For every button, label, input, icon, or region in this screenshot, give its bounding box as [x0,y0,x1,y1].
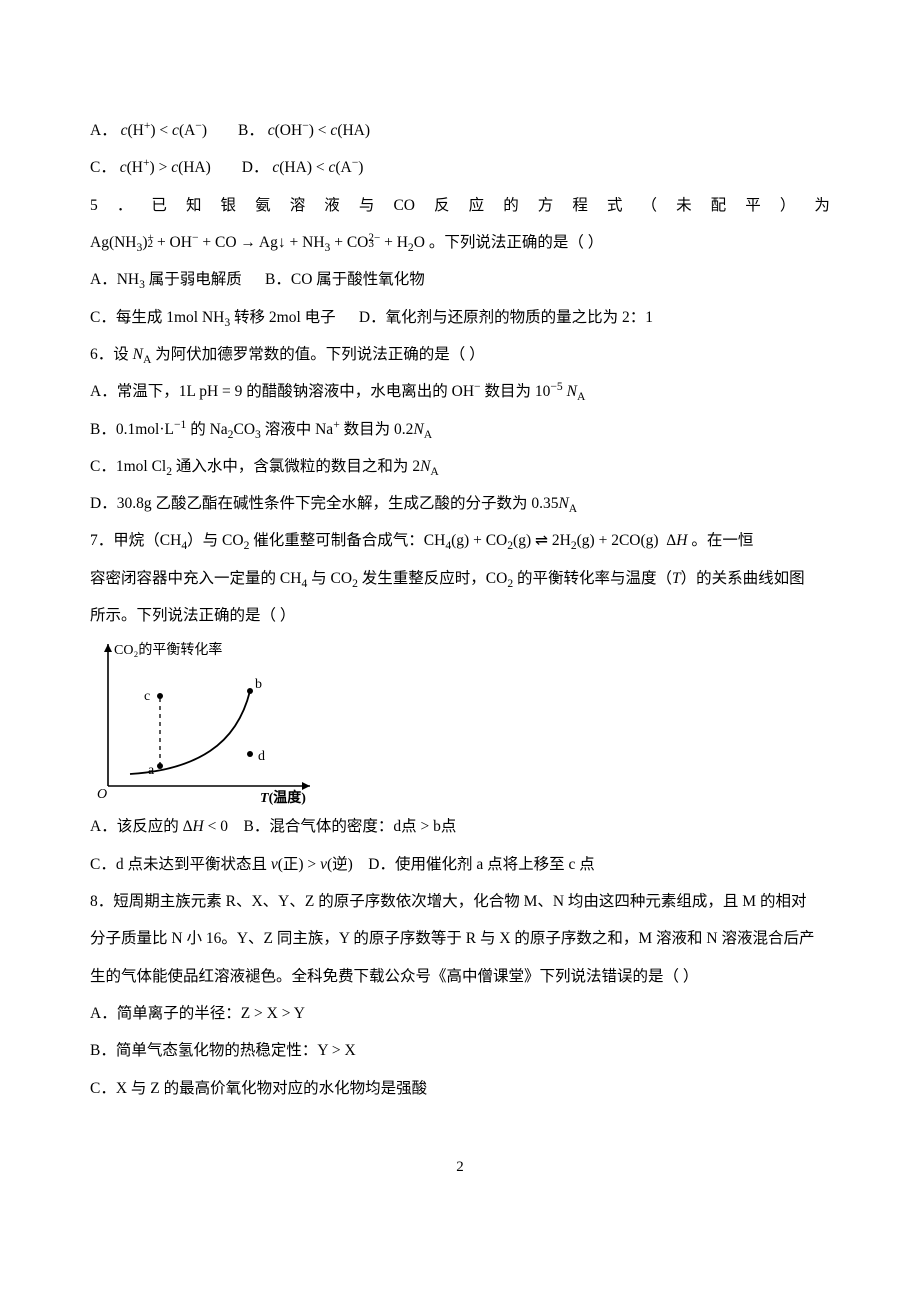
q5-row-AB: A．NH3 属于弱电解质 B．CO 属于酸性氧化物 [90,263,830,296]
q4-B-label: B． [238,122,264,139]
q7-graph: CO₂的平衡转化率 O T(温度) a b c d [90,636,830,806]
q8-C: C．X 与 Z 的最高价氧化物对应的水化物均是强酸 [90,1072,830,1105]
graph-origin: O [97,787,107,802]
q7-row-AB: A．该反应的 ΔH < 0 B．混合气体的密度：d点 > b点 [90,810,830,843]
q4-A-expr: c(H+) < c(A−) [121,122,207,139]
q4-D-expr: c(HA) < c(A−) [272,159,363,176]
q5-D: D．氧化剂与还原剂的物质的量之比为 2：1 [359,309,653,326]
graph-pt-a: a [148,763,155,778]
q7-D: D．使用催化剂 a 点将上移至 c 点 [368,856,594,873]
q5-equation: Ag(NH3)+22 + OH− + CO → Ag↓ + NH3 + CO2−… [90,226,830,259]
exam-page: A． c(H+) < c(A−) B． c(OH−) < c(HA) C． c(… [0,0,920,1243]
q7-C: C．d 点未达到平衡状态且 v(正) > v(逆) [90,856,353,873]
q6-D: D．30.8g 乙酸乙酯在碱性条件下完全水解，生成乙酸的分子数为 0.35NA [90,487,830,520]
q5-stem: 5．已知 银氨溶液 与CO反应 的方程式 （未配平 ）为 [90,189,830,222]
q5-row-CD: C．每生成 1mol NH3 转移 2mol 电子 D．氧化剂与还原剂的物质的量… [90,301,830,334]
graph-pt-c: c [144,689,150,704]
q7-line1: 7．甲烷（CH4）与 CO2 催化重整可制备合成气：CH4(g) + CO2(g… [90,524,830,557]
q5-C: C．每生成 1mol NH3 转移 2mol 电子 [90,309,336,326]
q6-B: B．0.1mol·L−1 的 Na2CO3 溶液中 Na+ 数目为 0.2NA [90,413,830,446]
q4-C-expr: c(H+) > c(HA) [120,159,211,176]
q4-C-label: C． [90,159,116,176]
q4-B-expr: c(OH−) < c(HA) [268,122,370,139]
q6-stem: 6．设 NA 为阿伏加德罗常数的值。下列说法正确的是（ ） [90,338,830,371]
q8-A: A．简单离子的半径：Z > X > Y [90,997,830,1030]
q4-A-label: A． [90,122,117,139]
graph-pt-d: d [258,749,265,764]
q5-A: A．NH3 属于弱电解质 [90,271,242,288]
q7-B: B．混合气体的密度：d点 > b点 [244,818,457,835]
page-number: 2 [90,1151,830,1183]
q5-B: B．CO 属于酸性氧化物 [265,271,425,288]
q6-A: A．常温下，1L pH = 9 的醋酸钠溶液中，水电离出的 OH− 数目为 10… [90,375,830,408]
q7-A: A．该反应的 ΔH < 0 [90,818,228,835]
q4-row2: C． c(H+) > c(HA) D． c(HA) < c(A−) [90,151,830,184]
q4-D-label: D． [242,159,269,176]
q8-l2: 分子质量比 N 小 16。Y、Z 同主族，Y 的原子序数等于 R 与 X 的原子… [90,922,830,955]
q7-line3: 所示。下列说法正确的是（ ） [90,599,830,632]
q5-tail: 。下列说法正确的是（ ） [425,234,603,251]
q8-l3: 生的气体能使品红溶液褪色。全科免费下载公众号《高中僧课堂》下列说法错误的是（ ） [90,960,830,993]
q4-row1: A． c(H+) < c(A−) B． c(OH−) < c(HA) [90,114,830,147]
graph-xlabel: T(温度) [260,789,306,806]
graph-pt-b: b [255,677,262,692]
q6-C: C．1mol Cl2 通入水中，含氯微粒的数目之和为 2NA [90,450,830,483]
q7-row-CD: C．d 点未达到平衡状态且 v(正) > v(逆) D．使用催化剂 a 点将上移… [90,848,830,881]
q8-B: B．简单气态氢化物的热稳定性：Y > X [90,1034,830,1067]
graph-ylabel: CO₂的平衡转化率 [114,641,222,658]
q8-l1: 8．短周期主族元素 R、X、Y、Z 的原子序数依次增大，化合物 M、N 均由这四… [90,885,830,918]
q7-line2: 容密闭容器中充入一定量的 CH4 与 CO2 发生重整反应时，CO2 的平衡转化… [90,562,830,595]
